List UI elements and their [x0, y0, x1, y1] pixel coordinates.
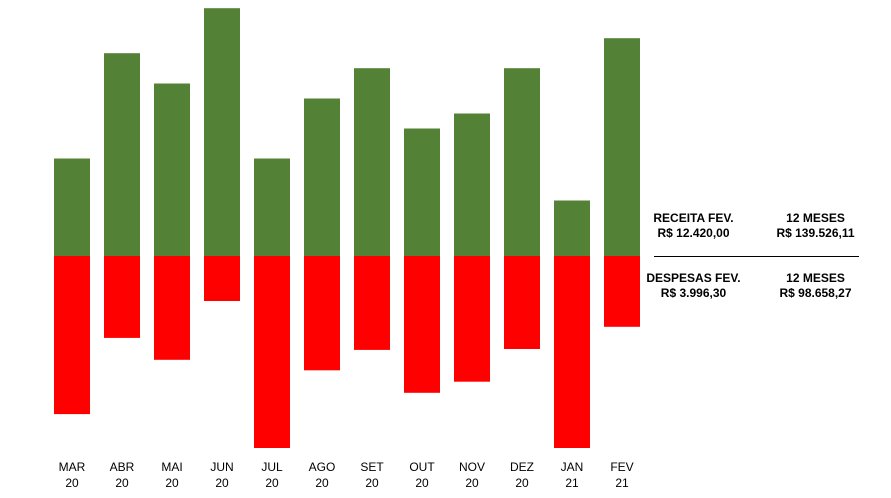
bar-expense-7	[404, 256, 440, 393]
bar-revenue-5	[304, 98, 340, 256]
bar-revenue-3	[204, 8, 240, 257]
expense-month-label: DESPESAS FEV.	[646, 271, 741, 285]
bar-revenue-0	[54, 158, 90, 256]
bar-expense-11	[604, 256, 640, 327]
x-tick-label-5: AGO 20	[309, 460, 336, 490]
bar-expense-6	[354, 256, 390, 350]
x-axis-ticks: MAR 20 ABR 20 MAI 20 JUN 20 JUL 20 AGO 20 SET 20 OUT 20…	[59, 460, 634, 490]
bar-revenue-4	[254, 158, 290, 256]
bar-revenue-8	[454, 113, 490, 256]
revenue-12m-label: 12 MESES	[786, 211, 845, 225]
revenue-month-label: RECEITA FEV.	[653, 211, 734, 225]
x-tick-label-3: JUN 20	[210, 460, 233, 490]
expense-summary-month: DESPESAS FEV. R$ 3.996,30	[641, 271, 746, 301]
bar-revenue-2	[154, 83, 190, 256]
expense-12m-label: 12 MESES	[786, 271, 845, 285]
bar-chart: MAR 20 ABR 20 MAI 20 JUN 20 JUL 20 AGO 20 SET 20 OUT 20…	[54, 8, 640, 490]
x-tick-label-11: FEV 21	[610, 460, 633, 490]
x-tick-label-7: OUT 20	[409, 460, 435, 490]
x-tick-label-0: MAR 20	[59, 460, 86, 490]
bar-expense-8	[454, 256, 490, 382]
x-tick-label-2: MAI 20	[161, 460, 182, 490]
summary-divider	[654, 256, 859, 257]
bar-revenue-7	[404, 128, 440, 256]
bar-expense-3	[204, 256, 240, 301]
expense-12m-value: R$ 98.658,27	[779, 286, 852, 300]
revenue-summary-12m: 12 MESES R$ 139.526,11	[763, 211, 868, 241]
x-tick-label-4: JUL 20	[261, 460, 283, 490]
bar-expense-5	[304, 256, 340, 371]
bar-revenue-11	[604, 38, 640, 257]
x-tick-label-1: ABR 20	[110, 460, 135, 490]
bar-expense-9	[504, 256, 540, 349]
revenue-summary-month: RECEITA FEV. R$ 12.420,00	[641, 211, 746, 241]
bar-expense-4	[254, 256, 290, 448]
revenue-12m-value: R$ 139.526,11	[776, 226, 855, 240]
bar-expense-10	[554, 256, 590, 448]
bar-revenue-1	[104, 53, 140, 257]
x-tick-label-8: NOV 20	[459, 460, 485, 490]
bar-expense-0	[54, 256, 90, 415]
bar-expense-1	[104, 256, 140, 338]
x-tick-label-6: SET 20	[360, 460, 384, 490]
bar-expense-2	[154, 256, 190, 360]
revenue-month-value: R$ 12.420,00	[657, 226, 730, 240]
expense-summary-12m: 12 MESES R$ 98.658,27	[763, 271, 868, 301]
bar-revenue-6	[354, 68, 390, 256]
x-tick-label-9: DEZ 20	[510, 460, 534, 490]
x-tick-label-10: JAN 21	[561, 460, 584, 490]
bar-revenue-9	[504, 68, 540, 256]
bar-revenue-10	[554, 200, 590, 256]
bars-group	[54, 8, 640, 448]
expense-month-value: R$ 3.996,30	[660, 286, 727, 300]
